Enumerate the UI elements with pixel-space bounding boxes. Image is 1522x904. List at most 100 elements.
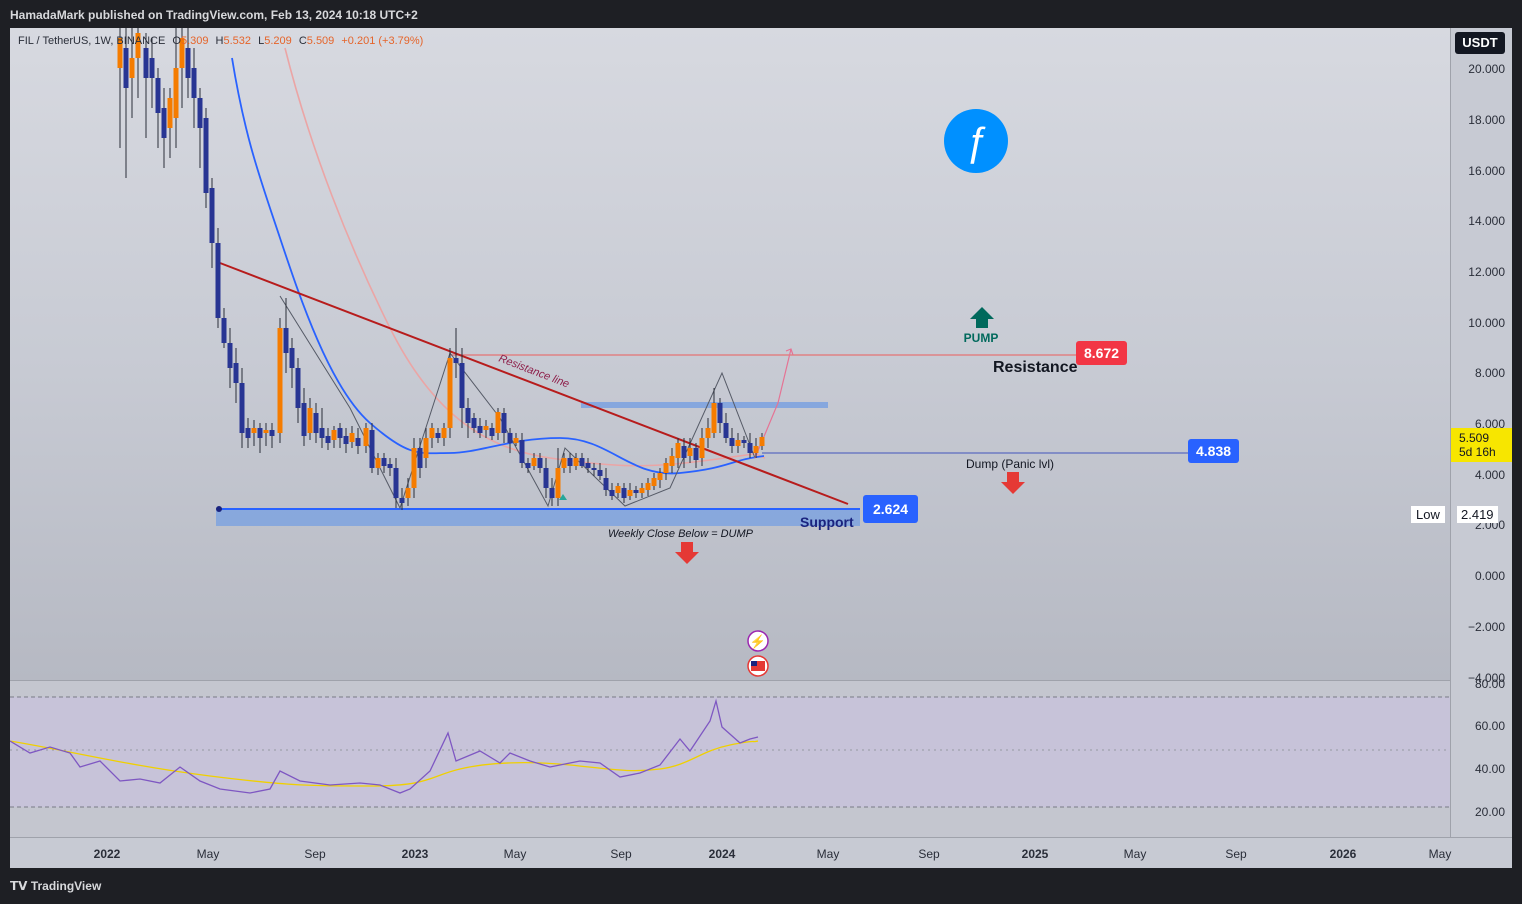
candle-body	[387, 464, 393, 468]
candle-body	[349, 433, 355, 442]
tradingview-logo[interactable]: 𝗧𝗩 TradingView	[10, 879, 101, 893]
time-axis-label: May	[503, 847, 527, 861]
candle-body	[603, 478, 609, 490]
candle-body	[675, 443, 681, 458]
candle-body	[657, 473, 663, 480]
candle-body	[525, 463, 531, 468]
candle-body	[283, 328, 289, 353]
support-zone	[216, 508, 860, 526]
candle-body	[573, 458, 579, 466]
current-price-value: 5.509	[1459, 431, 1490, 445]
candle-body	[669, 456, 675, 466]
candle-body	[227, 343, 233, 368]
support-price-badge: 2.624	[863, 495, 919, 523]
candle-body	[687, 448, 693, 456]
candle-body	[233, 363, 239, 383]
candle-body	[465, 408, 471, 423]
time-axis-label: May	[1428, 847, 1452, 861]
candle-body	[301, 403, 307, 436]
candle-body	[411, 448, 417, 488]
price-axis-label: 10.000	[1468, 316, 1505, 330]
candle-body	[135, 33, 141, 58]
symbol-info: FIL / TetherUS, 1W, BINANCE O5.309 H5.53…	[18, 35, 423, 47]
time-axis-label: 2023	[401, 847, 429, 861]
time-axis[interactable]: 2022 May Sep 2023 May Sep 2024 May Sep 2025 May Sep…	[10, 837, 1512, 868]
candle-body	[621, 488, 627, 498]
rsi-band	[10, 697, 1450, 807]
low-value: 2.419	[1457, 506, 1498, 523]
resistance-line-label: Resistance line	[497, 353, 571, 391]
price-axis-label: 4.000	[1474, 468, 1505, 482]
publisher-line: HamadaMark published on TradingView.com,…	[10, 8, 418, 22]
candle-body	[555, 468, 561, 498]
price-axis-label: −2.000	[1467, 620, 1505, 634]
candle-body	[161, 108, 167, 138]
candle-body	[295, 368, 301, 408]
candle-body	[459, 363, 465, 408]
time-axis-label: Sep	[1225, 847, 1247, 861]
price-axis-label: 18.000	[1468, 113, 1505, 127]
price-axis-label: 0.000	[1474, 569, 1505, 583]
low-label: Low	[1411, 506, 1445, 523]
candle-body	[759, 437, 765, 446]
time-axis-label: 2026	[1329, 847, 1357, 861]
candle-body	[143, 48, 149, 78]
candle-body	[735, 440, 741, 446]
pump-label: PUMP	[964, 331, 999, 345]
candle-body	[393, 468, 399, 498]
time-axis-label: 2024	[708, 847, 736, 861]
candle-body	[717, 403, 723, 423]
candle-body	[753, 446, 759, 453]
resistance-label: Resistance	[993, 359, 1078, 376]
candle-body	[167, 98, 173, 128]
rsi-svg	[10, 696, 1450, 808]
resistance-price-badge: 8.672	[1076, 341, 1128, 365]
ohlc-change: +0.201 (+3.79%)	[341, 35, 424, 47]
candle-body	[705, 428, 711, 438]
rsi-pane[interactable]	[10, 680, 1450, 838]
candle-body	[417, 448, 423, 468]
candle-body	[747, 443, 753, 453]
ohlc-low: 5.209	[264, 35, 292, 47]
mid-resistance-zone	[581, 402, 828, 408]
publisher-bar: HamadaMark published on TradingView.com,…	[0, 0, 1522, 28]
candle-body	[699, 438, 705, 458]
candle-body	[319, 428, 325, 438]
ma-blue-line	[231, 57, 765, 475]
chart-frame[interactable]: Resistance line PUMP ƒ ⚡ FIL / Te	[10, 28, 1512, 868]
time-axis-label: 2025	[1021, 847, 1049, 861]
candle-body	[331, 430, 337, 440]
footer: 𝗧𝗩 TradingView	[0, 868, 1522, 904]
currency-button[interactable]: USDT	[1455, 32, 1505, 54]
time-axis-label: May	[1123, 847, 1147, 861]
candle-body	[543, 468, 549, 488]
price-chart-svg[interactable]: Resistance line PUMP ƒ ⚡	[10, 28, 1450, 680]
candle-body	[343, 436, 349, 444]
candle-body	[633, 490, 639, 493]
ohlc-open-label: O	[172, 35, 181, 47]
time-axis-label: Sep	[610, 847, 632, 861]
support-anchor	[216, 506, 222, 512]
main-price-pane[interactable]: Resistance line PUMP ƒ ⚡ FIL / Te	[10, 28, 1450, 680]
candle-body	[585, 463, 591, 468]
rsi-axis-label: 40.00	[1474, 762, 1505, 776]
price-axis[interactable]: USDT 20.000 18.000 16.000 14.000 12.000 10.00…	[1450, 28, 1512, 837]
lightning-event-icon	[747, 630, 769, 652]
rsi-axis-label: 60.00	[1474, 719, 1505, 733]
candle-body	[549, 488, 555, 498]
candle-body	[257, 428, 263, 438]
candle-body	[277, 328, 283, 433]
candle-body	[289, 348, 295, 368]
candle-body	[215, 243, 221, 318]
pattern-zigzag-1	[279, 295, 756, 510]
candle-body	[405, 488, 411, 498]
candle-body	[185, 48, 191, 78]
panic-label: Dump (Panic lvl)	[966, 457, 1055, 471]
ma-pink-line	[284, 47, 766, 467]
candle-body	[239, 383, 245, 433]
footer-brand: TradingView	[30, 879, 102, 893]
rsi-axis-label: 80.00	[1474, 677, 1505, 691]
candle-body	[429, 428, 435, 438]
us-flag-stripes	[751, 661, 765, 671]
candle-body	[251, 428, 257, 433]
